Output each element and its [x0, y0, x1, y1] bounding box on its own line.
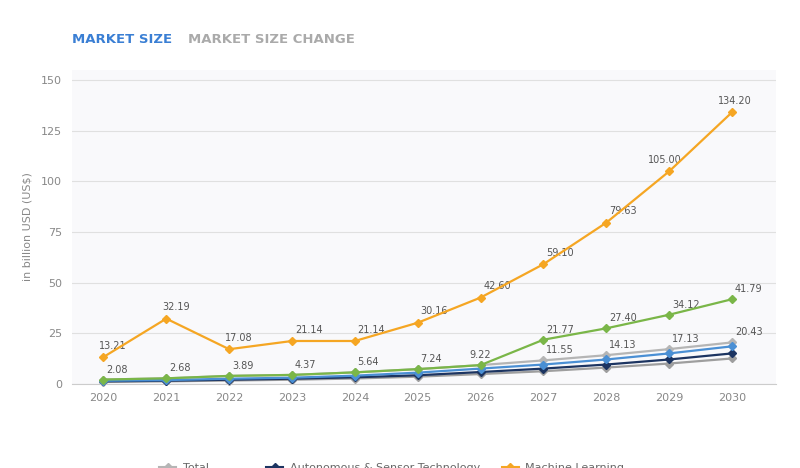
Text: 2.68: 2.68 — [169, 363, 190, 373]
Text: 59.10: 59.10 — [546, 248, 574, 258]
Text: 5.64: 5.64 — [358, 358, 379, 367]
Text: 9.22: 9.22 — [470, 350, 491, 360]
Text: 21.77: 21.77 — [546, 325, 574, 335]
Text: 30.16: 30.16 — [421, 307, 448, 316]
Text: 79.63: 79.63 — [609, 206, 637, 216]
Text: MARKET SIZE: MARKET SIZE — [72, 33, 172, 46]
Text: 7.24: 7.24 — [421, 354, 442, 364]
Text: 17.08: 17.08 — [225, 333, 253, 343]
Text: 105.00: 105.00 — [648, 155, 682, 165]
Text: 41.79: 41.79 — [734, 284, 762, 294]
Text: 14.13: 14.13 — [609, 340, 637, 350]
Text: 32.19: 32.19 — [162, 302, 190, 312]
Text: 34.12: 34.12 — [672, 300, 699, 310]
Y-axis label: in billion USD (US$): in billion USD (US$) — [23, 173, 33, 281]
Text: 13.21: 13.21 — [99, 341, 127, 351]
Text: 3.89: 3.89 — [232, 361, 254, 371]
Legend: Total, AI Robotics, Autonomous & Sensor Technology, Computer Vision, Machine Lea: Total, AI Robotics, Autonomous & Sensor … — [155, 458, 693, 468]
Text: 20.43: 20.43 — [734, 328, 762, 337]
Text: MARKET SIZE CHANGE: MARKET SIZE CHANGE — [188, 33, 355, 46]
Text: 27.40: 27.40 — [609, 314, 637, 323]
Text: 21.14: 21.14 — [294, 325, 322, 335]
Text: 2.08: 2.08 — [106, 365, 128, 374]
Text: 17.13: 17.13 — [672, 334, 699, 344]
Text: 134.20: 134.20 — [718, 96, 752, 106]
Text: 42.60: 42.60 — [483, 281, 511, 291]
Text: 21.14: 21.14 — [358, 325, 386, 335]
Text: 11.55: 11.55 — [546, 345, 574, 356]
Text: 4.37: 4.37 — [294, 360, 316, 370]
